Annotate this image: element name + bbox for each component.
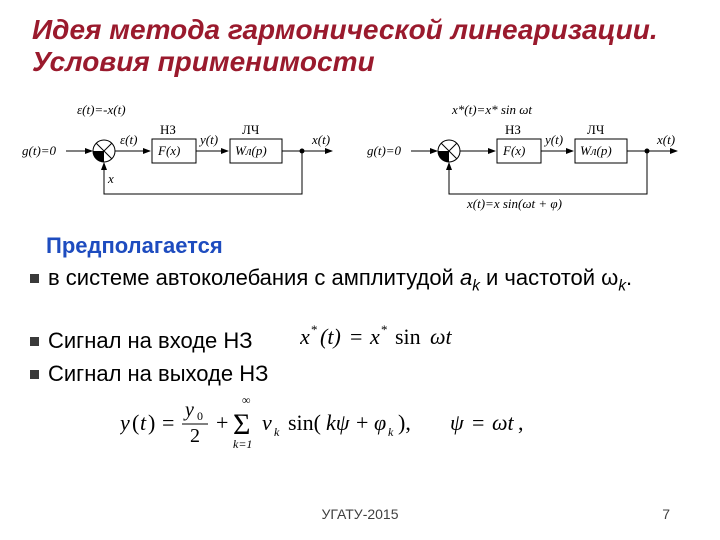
left-eps: ε(t) bbox=[120, 132, 137, 147]
footer-center: УГАТУ-2015 bbox=[0, 506, 720, 522]
svg-text:sin: sin bbox=[395, 324, 421, 349]
svg-text:,: , bbox=[518, 410, 524, 435]
svg-text:t: t bbox=[140, 410, 147, 435]
svg-text:ωt: ωt bbox=[492, 410, 515, 435]
right-xstar-top: x*(t)=x* sin ωt bbox=[451, 102, 532, 117]
svg-text:(t): (t) bbox=[320, 324, 341, 349]
right-g: g(t)=0 bbox=[367, 143, 402, 158]
svg-text:+: + bbox=[356, 410, 368, 435]
svg-text:y: y bbox=[183, 399, 194, 421]
formula-2: x * (t) = x * sin ωt bbox=[300, 320, 520, 354]
page-number: 7 bbox=[662, 506, 670, 522]
bullet-1: в системе автоколебания с амплитудой ak … bbox=[30, 264, 690, 296]
b3: Сигнал на выходе НЗ bbox=[48, 361, 268, 386]
b2: Сигнал на входе НЗ bbox=[48, 328, 253, 353]
b1a: в системе автоколебания с амплитудой bbox=[48, 265, 460, 290]
diagram-row: ε(t)=-x(t) g(t)=0 ε(t) НЗ F(x) y(t bbox=[22, 100, 698, 220]
bullet-row-1: в системе автоколебания с амплитудой ak … bbox=[30, 262, 690, 298]
assumed-heading: Предполагается bbox=[46, 232, 690, 260]
svg-text:k=1: k=1 bbox=[233, 437, 252, 451]
left-Fx: F(x) bbox=[157, 143, 180, 158]
footer-page-number: 7 bbox=[662, 506, 670, 522]
b1-sub2: k bbox=[618, 277, 626, 294]
right-NZ: НЗ bbox=[505, 122, 521, 137]
svg-text:=: = bbox=[472, 410, 484, 435]
svg-text:x: x bbox=[300, 324, 310, 349]
left-g: g(t)=0 bbox=[22, 143, 57, 158]
svg-text:k: k bbox=[274, 425, 280, 439]
svg-text:ν: ν bbox=[262, 410, 272, 435]
svg-text:∞: ∞ bbox=[242, 393, 251, 407]
svg-text:(: ( bbox=[132, 410, 139, 435]
svg-text:φ: φ bbox=[374, 410, 386, 435]
left-W: Wл(p) bbox=[235, 143, 267, 158]
svg-text:=: = bbox=[162, 410, 174, 435]
bullet-row-3: Сигнал на выходе НЗ bbox=[30, 358, 690, 390]
svg-text:sin(: sin( bbox=[288, 410, 321, 435]
left-yt: y(t) bbox=[198, 132, 218, 147]
right-yt: y(t) bbox=[543, 132, 563, 147]
right-x-bottom: x(t)=x sin(ωt + φ) bbox=[466, 196, 562, 211]
summer-minus-r bbox=[438, 151, 449, 162]
diagram-right: x*(t)=x* sin ωt g(t)=0 НЗ F(x) y(t) bbox=[367, 100, 698, 220]
svg-text:*: * bbox=[311, 322, 318, 337]
title-text: Идея метода гармонической линеаризации. … bbox=[32, 14, 658, 77]
summer-minus bbox=[93, 151, 104, 162]
left-eps-top: ε(t)=-x(t) bbox=[77, 102, 126, 117]
left-x: x bbox=[107, 171, 114, 186]
right-Fx: F(x) bbox=[502, 143, 525, 158]
svg-text:x: x bbox=[369, 324, 380, 349]
footer-label: УГАТУ-2015 bbox=[321, 506, 398, 522]
right-LCH: ЛЧ bbox=[587, 122, 605, 137]
svg-text:k: k bbox=[388, 425, 394, 439]
svg-text:y: y bbox=[120, 410, 130, 435]
right-xt: x(t) bbox=[656, 132, 675, 147]
bullet-3: Сигнал на выходе НЗ bbox=[30, 360, 690, 388]
left-NZ: НЗ bbox=[160, 122, 176, 137]
svg-text:ωt: ωt bbox=[430, 324, 453, 349]
slide-title: Идея метода гармонической линеаризации. … bbox=[32, 14, 688, 78]
svg-text:ψ: ψ bbox=[450, 410, 464, 435]
svg-text:),: ), bbox=[398, 410, 411, 435]
left-LCH: ЛЧ bbox=[242, 122, 260, 137]
left-xt: x(t) bbox=[311, 132, 330, 147]
diagram-left: ε(t)=-x(t) g(t)=0 ε(t) НЗ F(x) y(t bbox=[22, 100, 353, 220]
b1-var1: a bbox=[460, 265, 472, 290]
svg-text:+: + bbox=[216, 410, 228, 435]
svg-text:2: 2 bbox=[190, 425, 200, 447]
b1b: и частотой ω bbox=[480, 265, 618, 290]
svg-text:0: 0 bbox=[197, 409, 203, 423]
svg-text:): ) bbox=[148, 410, 155, 435]
svg-text:*: * bbox=[381, 322, 388, 337]
assumed-label: Предполагается bbox=[46, 233, 223, 258]
svg-text:=: = bbox=[350, 324, 362, 349]
formula-3: y ( t ) = y 0 2 + ∞ Σ k=1 ν k sin( kψ + … bbox=[120, 392, 640, 452]
b1c: . bbox=[626, 265, 632, 290]
b1-sub1: k bbox=[472, 277, 480, 294]
svg-text:kψ: kψ bbox=[326, 410, 350, 435]
right-W: Wл(p) bbox=[580, 143, 612, 158]
